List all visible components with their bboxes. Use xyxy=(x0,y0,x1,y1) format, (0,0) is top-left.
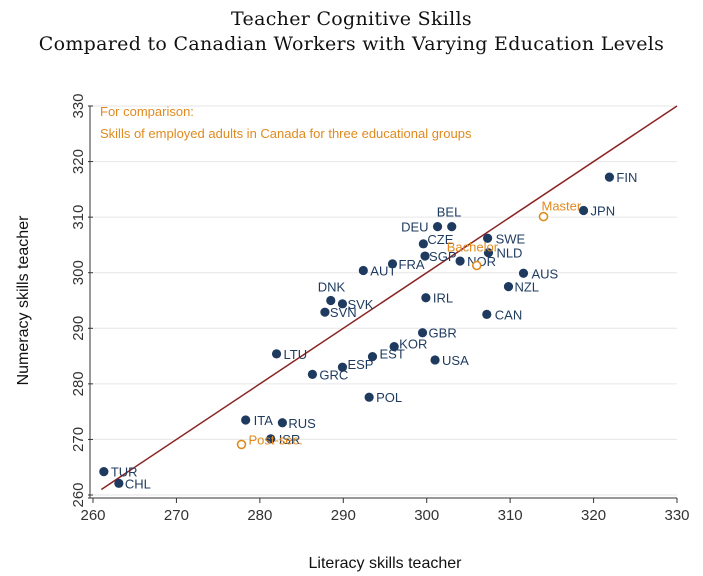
country-label-aut: AUT xyxy=(370,263,396,278)
country-label-rus: RUS xyxy=(288,416,316,431)
country-label-swe: SWE xyxy=(496,231,526,246)
comparison-point-master xyxy=(538,211,549,222)
country-label-aus: AUS xyxy=(531,266,558,281)
x-axis-label: Literacy skills teacher xyxy=(309,555,463,572)
country-label-kor: KOR xyxy=(399,337,427,352)
country-label-svk: SVK xyxy=(347,297,373,312)
x-tick-label: 320 xyxy=(581,507,606,524)
comparison-label-bachelor: Bachelor xyxy=(447,239,499,254)
comparison-point-post-sec xyxy=(236,439,247,450)
gridlines xyxy=(93,105,677,496)
country-point-pol xyxy=(364,392,374,402)
country-point-svn xyxy=(320,307,330,317)
country-point-dnk xyxy=(326,295,336,306)
country-label-irl: IRL xyxy=(433,291,453,306)
country-label-nzl: NZL xyxy=(514,280,539,295)
comparison-label-master: Master xyxy=(542,199,582,214)
country-point-usa xyxy=(430,355,440,365)
reference-line xyxy=(100,105,678,491)
country-label-ltu: LTU xyxy=(284,347,308,362)
comparison-label-post-sec: Post-sec. xyxy=(249,432,303,447)
country-label-ita: ITA xyxy=(254,413,274,428)
country-label-can: CAN xyxy=(495,307,522,322)
country-label-chl: CHL xyxy=(125,476,151,491)
y-tick-label: 310 xyxy=(70,205,87,230)
country-label-isr: ISR xyxy=(279,432,301,447)
comparison-point-bachelor xyxy=(471,260,482,271)
country-label-sgp: SGP xyxy=(429,249,456,264)
country-point-fra xyxy=(387,259,398,269)
country-label-pol: POL xyxy=(376,390,402,405)
country-label-grc: GRC xyxy=(319,367,348,382)
country-label-deu: DEU xyxy=(401,220,428,235)
y-tick-label: 290 xyxy=(70,316,87,341)
country-point-can xyxy=(482,309,492,319)
country-point-jpn xyxy=(578,205,589,216)
country-label-est: EST xyxy=(379,347,404,362)
country-point-irl xyxy=(421,293,431,303)
country-point-aut xyxy=(358,265,368,276)
country-label-tur: TUR xyxy=(111,465,138,480)
country-point-est xyxy=(367,352,378,362)
comparison-note-line-1: For comparison: xyxy=(100,104,194,119)
country-point-nzl xyxy=(503,282,514,292)
y-tick-label: 270 xyxy=(70,427,87,452)
country-point-ita xyxy=(241,415,251,425)
country-label-nor: NOR xyxy=(467,254,496,269)
axes: 260 270 280 290 300 310 320 330 260 270 280 290 300 3… xyxy=(70,93,690,524)
x-tick-label: 300 xyxy=(414,507,439,524)
country-label-cze: CZE xyxy=(427,232,453,247)
chart-title: Teacher Cognitive Skills xyxy=(231,8,472,30)
y-axis-label: Numeracy skills teacher xyxy=(15,215,32,386)
country-point-esp xyxy=(337,362,348,372)
country-label-dnk: DNK xyxy=(318,280,346,295)
x-tick-label: 330 xyxy=(664,507,689,524)
y-tick-label: 330 xyxy=(70,93,87,118)
country-label-usa: USA xyxy=(442,353,469,368)
country-point-gbr xyxy=(417,328,428,338)
country-label-fin: FIN xyxy=(616,170,637,185)
country-label-bel: BEL xyxy=(437,205,462,220)
diagonal-reference-line xyxy=(100,105,678,491)
country-label-gbr: GBR xyxy=(429,326,457,341)
country-point-chl xyxy=(114,478,124,488)
country-point-nld xyxy=(483,248,494,258)
country-label-nld: NLD xyxy=(496,246,522,261)
x-tick-label: 270 xyxy=(164,507,189,524)
x-tick-label: 310 xyxy=(498,507,523,524)
y-tick-label: 300 xyxy=(70,260,87,285)
country-point-isr xyxy=(266,434,276,444)
x-tick-label: 290 xyxy=(331,507,356,524)
country-label-jpn: JPN xyxy=(591,203,616,218)
country-point-sgp xyxy=(420,251,430,261)
country-point-nor xyxy=(455,256,465,266)
country-label-esp: ESP xyxy=(347,357,373,372)
country-label-svn: SVN xyxy=(330,305,357,320)
y-tick-label: 260 xyxy=(70,482,87,507)
country-point-tur xyxy=(99,467,109,477)
x-tick-label: 280 xyxy=(247,507,272,524)
chart-subtitle: Compared to Canadian Workers with Varyin… xyxy=(38,33,665,55)
country-point-swe xyxy=(483,233,493,243)
country-point-aus xyxy=(518,268,529,278)
x-tick-label: 260 xyxy=(80,507,105,524)
country-point-kor xyxy=(389,342,399,352)
comparison-note-line-2: Skills of employed adults in Canada for … xyxy=(100,126,472,141)
country-label-fra: FRA xyxy=(399,257,425,272)
y-tick-label: 320 xyxy=(70,149,87,174)
country-point-fin xyxy=(604,172,615,182)
country-point-ltu xyxy=(271,349,282,359)
y-tick-label: 280 xyxy=(70,371,87,396)
country-point-deu xyxy=(432,221,443,232)
country-point-rus xyxy=(277,418,287,428)
country-point-cze xyxy=(418,239,428,249)
country-point-svk xyxy=(337,299,348,309)
country-point-grc xyxy=(307,369,318,380)
country-point-bel xyxy=(447,221,457,232)
